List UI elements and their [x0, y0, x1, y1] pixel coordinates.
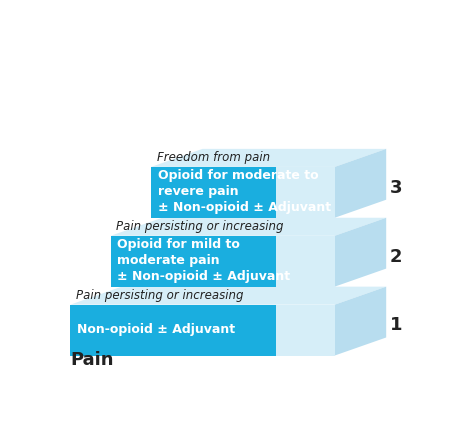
Text: Freedom from pain: Freedom from pain: [156, 151, 270, 164]
Text: Pain persisting or increasing: Pain persisting or increasing: [76, 289, 243, 302]
Text: 2: 2: [390, 248, 402, 265]
Text: 3: 3: [390, 178, 402, 197]
Text: Pain persisting or increasing: Pain persisting or increasing: [116, 220, 284, 233]
Text: Non-opioid ± Adjuvant: Non-opioid ± Adjuvant: [77, 322, 235, 336]
Polygon shape: [151, 167, 335, 218]
Text: Opioid for moderate to
revere pain
± Non-opioid ± Adjuvant: Opioid for moderate to revere pain ± Non…: [158, 169, 331, 214]
Polygon shape: [111, 218, 386, 236]
Polygon shape: [111, 236, 276, 287]
Polygon shape: [335, 218, 386, 287]
Polygon shape: [335, 287, 386, 356]
Polygon shape: [335, 149, 386, 218]
Text: Opioid for mild to
moderate pain
± Non-opioid ± Adjuvant: Opioid for mild to moderate pain ± Non-o…: [117, 238, 291, 283]
Polygon shape: [70, 287, 386, 305]
Polygon shape: [111, 236, 335, 287]
Polygon shape: [70, 305, 335, 356]
Polygon shape: [70, 305, 276, 356]
Text: Pain: Pain: [70, 351, 114, 369]
Polygon shape: [151, 167, 276, 218]
Polygon shape: [151, 149, 386, 167]
Text: 1: 1: [390, 317, 402, 334]
